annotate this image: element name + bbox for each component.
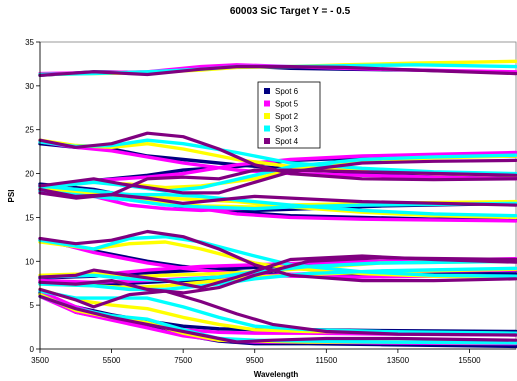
legend-item: Spot 6: [264, 87, 299, 96]
legend-marker: [264, 125, 270, 132]
series-curve: [38, 287, 517, 337]
y-tick-label: 20: [25, 170, 34, 179]
series-curve: [38, 229, 517, 283]
y-tick-label: 10: [25, 257, 34, 266]
legend-marker: [264, 113, 270, 119]
x-axis-label: Wavelength: [254, 370, 299, 379]
x-tick-label: 3500: [31, 356, 49, 365]
x-axis: 3500 5500 7500 9500 11500 13500 15500: [31, 348, 516, 365]
series-curve: [38, 140, 517, 181]
series-curve: [38, 191, 517, 207]
series-curve: [38, 64, 517, 77]
y-tick-label: 15: [25, 213, 34, 222]
y-tick-label: 35: [25, 38, 34, 47]
series-curve: [38, 294, 517, 344]
y-axis: 0 5 10 15 20 25 30 35: [25, 38, 41, 354]
series-curve: [38, 153, 517, 193]
series-curve: [38, 184, 517, 218]
x-tick-label: 5500: [103, 356, 121, 365]
legend-item: Spot 2: [264, 112, 299, 121]
legend-label: Spot 2: [275, 112, 299, 121]
x-tick-label: 9500: [246, 356, 264, 365]
series-curve: [38, 256, 517, 295]
legend-marker: [264, 100, 270, 107]
legend: Spot 6 Spot 5 Spot 2 Spot 3 Spot 4: [257, 81, 321, 149]
legend-label: Spot 3: [275, 125, 299, 134]
x-tick-label: 7500: [174, 356, 192, 365]
series-curve: [38, 150, 517, 192]
series-curve: [38, 131, 517, 182]
series-curve: [38, 189, 517, 211]
x-tick-label: 13500: [387, 356, 410, 365]
legend-label: Spot 4: [275, 137, 299, 146]
x-tick-label: 15500: [458, 356, 481, 365]
legend-label: Spot 5: [275, 100, 299, 109]
y-tick-label: 5: [30, 301, 35, 310]
legend-marker: [264, 88, 270, 94]
y-tick-label: 30: [25, 82, 34, 91]
series-spot-4: [38, 64, 517, 344]
y-tick-label: 0: [30, 345, 35, 354]
chart-title: 60003 SiC Target Y = - 0.5: [230, 6, 351, 17]
series-curve: [38, 266, 517, 292]
series-curve: [38, 234, 517, 278]
legend-label: Spot 6: [275, 87, 299, 96]
x-tick-label: 11500: [315, 356, 337, 365]
y-axis-label: PSI: [7, 190, 16, 203]
series-curve: [38, 259, 517, 283]
legend-item: Spot 5: [264, 100, 299, 109]
y-tick-label: 25: [25, 126, 34, 135]
legend-marker: [264, 138, 270, 144]
series-curve: [38, 158, 517, 195]
legend-item: Spot 3: [264, 125, 299, 134]
legend-item: Spot 4: [264, 137, 299, 146]
